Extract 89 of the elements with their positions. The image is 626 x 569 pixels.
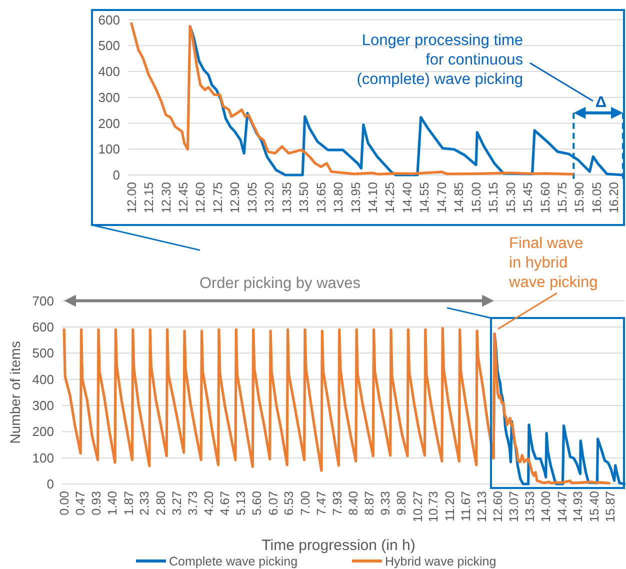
line-series: [62, 326, 610, 485]
x-tick-label: 7.93: [330, 490, 344, 516]
x-tick-label: 8.40: [346, 490, 361, 516]
x-tick-label: 13.50: [297, 182, 312, 214]
y-tick-label: 100: [32, 450, 54, 466]
x-tick-label: 10.73: [426, 490, 441, 522]
x-tick-label: 7.47: [314, 490, 329, 516]
y-tick-label: 700: [32, 293, 54, 308]
y-tick-label: 600: [32, 320, 54, 335]
x-tick-label: 16.20: [607, 182, 622, 214]
line-series: [130, 22, 574, 176]
x-tick-label: 15.30: [504, 182, 518, 214]
x-tick-label: 14.10: [366, 182, 380, 214]
y-tick-label: 400: [98, 64, 120, 80]
x-tick-label: 15.40: [587, 490, 602, 522]
legend-label: Hybrid wave picking: [385, 554, 496, 568]
x-tick-label: 12.00: [124, 182, 139, 214]
x-tick-label: 14.25: [383, 182, 398, 214]
x-tick-label: 15.75: [556, 182, 570, 214]
x-tick-label: 15.87: [604, 490, 618, 522]
x-tick-label: 14.55: [418, 182, 432, 214]
x-tick-label: 15.15: [486, 182, 501, 214]
x-tick-label: 14.70: [434, 182, 449, 214]
x-tick-label: 9.33: [378, 490, 393, 516]
y-tick-label: 100: [98, 142, 120, 157]
x-tick-label: 13.35: [280, 182, 294, 214]
x-tick-label: 14.00: [539, 490, 554, 522]
x-tick-label: 14.93: [571, 490, 586, 522]
x-tick-label: 7.00: [298, 490, 312, 516]
legend-label: Complete wave picking: [169, 554, 298, 568]
y-tick-label: 200: [32, 424, 54, 440]
x-tick-label: 12.30: [159, 182, 174, 214]
y-tick-label: 500: [98, 38, 120, 54]
x-tick-label: 3.27: [170, 490, 184, 516]
x-tick-label: 6.53: [282, 490, 296, 516]
x-axis-title: Time progression (in h): [262, 537, 416, 554]
y-tick-label: 600: [98, 12, 120, 28]
y-axis-title: Number of items: [7, 341, 23, 444]
x-tick-label: 15.90: [572, 182, 587, 214]
x-tick-label: 1.87: [122, 490, 136, 516]
annotation: Δ: [595, 94, 607, 111]
x-tick-label: 6.07: [266, 490, 280, 516]
x-tick-label: 16.05: [590, 182, 604, 214]
x-tick-label: 0.93: [89, 490, 104, 516]
x-tick-label: 0.47: [74, 490, 88, 516]
x-tick-label: 14.47: [555, 490, 570, 522]
x-tick-label: 13.53: [523, 490, 538, 522]
x-tick-label: 0.00: [57, 490, 72, 516]
x-tick-label: 2.33: [138, 490, 152, 516]
x-tick-label: 13.65: [314, 182, 328, 214]
x-tick-label: 12.60: [194, 182, 208, 214]
x-tick-label: 13.20: [262, 182, 277, 214]
text: Order picking by waves: [199, 275, 361, 292]
x-tick-label: 4.67: [218, 490, 232, 516]
x-tick-label: 11.20: [442, 490, 457, 522]
y-tick-label: 500: [32, 346, 54, 361]
x-tick-label: 12.45: [176, 182, 191, 214]
x-tick-label: 13.05: [245, 182, 260, 214]
x-tick-label: 5.60: [250, 490, 264, 516]
y-tick-label: 200: [98, 116, 120, 131]
x-tick-label: 13.80: [332, 182, 346, 214]
x-tick-label: 5.13: [234, 490, 248, 516]
text: Final wave in hybrid wave picking: [508, 235, 598, 291]
x-tick-label: 4.20: [202, 490, 216, 516]
x-tick-label: 14.40: [400, 182, 414, 214]
x-tick-label: 3.73: [186, 490, 200, 516]
y-tick-label: 0: [112, 168, 120, 183]
x-tick-label: 2.80: [154, 490, 168, 516]
y-tick-label: 300: [98, 90, 120, 105]
x-tick-label: 12.13: [474, 490, 489, 522]
x-tick-label: 11.67: [459, 490, 474, 522]
x-tick-label: 10.27: [410, 490, 425, 522]
x-tick-label: 15.45: [521, 182, 536, 214]
x-tick-label: 12.90: [228, 182, 242, 214]
x-tick-label: 15.00: [469, 182, 484, 214]
x-tick-label: 9.80: [394, 490, 409, 516]
y-tick-label: 400: [32, 372, 54, 387]
x-tick-label: 12.15: [142, 182, 156, 214]
y-tick-label: 300: [32, 398, 54, 414]
x-tick-label: 12.60: [491, 490, 506, 522]
x-tick-label: 12.75: [210, 182, 225, 214]
y-tick-label: 0: [46, 476, 54, 492]
x-tick-label: 13.07: [507, 490, 522, 522]
x-tick-label: 15.60: [538, 182, 552, 214]
annotation: Longer processing time for continuous (complete) wave picking: [356, 32, 524, 88]
x-tick-label: 8.87: [362, 490, 377, 516]
x-tick-label: 13.95: [348, 182, 363, 214]
x-tick-label: 14.85: [452, 182, 466, 214]
x-tick-label: 1.40: [106, 490, 120, 516]
